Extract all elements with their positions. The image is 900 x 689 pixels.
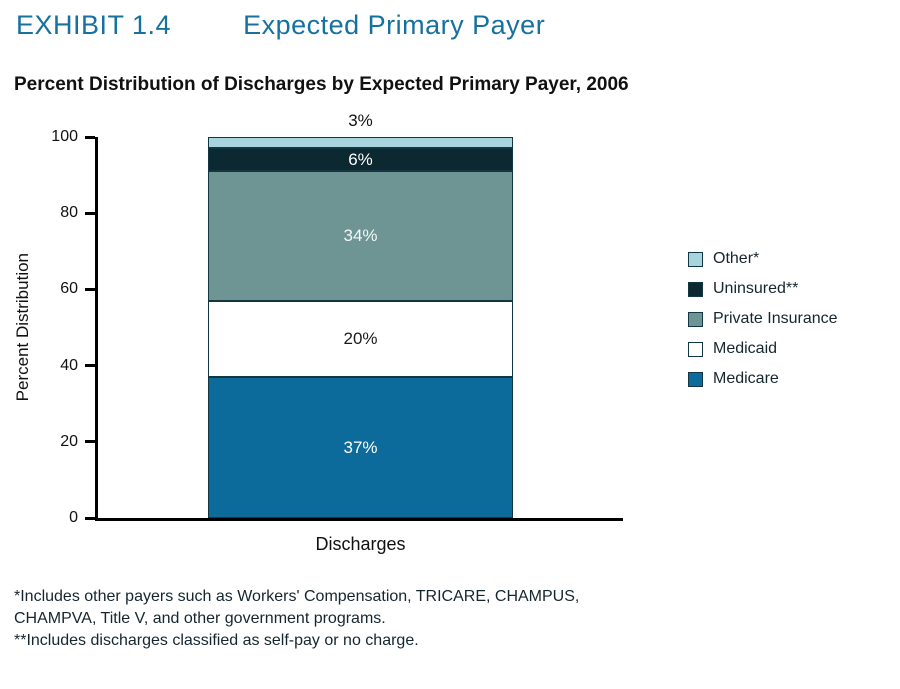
legend-label: Other*	[713, 250, 760, 267]
legend-swatch	[688, 251, 703, 267]
bar-segment-medicare	[208, 377, 513, 518]
y-tick-mark	[85, 516, 95, 520]
y-tick-label: 80	[60, 204, 78, 222]
footnote-line: CHAMPVA, Title V, and other government p…	[14, 610, 386, 627]
x-axis-label: Discharges	[315, 534, 406, 554]
y-tick-mark	[85, 440, 95, 444]
legend-swatch	[688, 371, 703, 387]
bar-segment-other	[208, 137, 513, 149]
legend-item-medicare: Medicare	[688, 370, 838, 388]
y-tick-label: 60	[60, 280, 78, 298]
legend-label: Medicaid	[713, 340, 778, 357]
y-tick-label: 100	[51, 128, 78, 145]
plot-area: 37% 20% 34% 6% 3% Discharges 0 20 40 60 80 100	[51, 111, 623, 554]
y-tick-mark	[85, 287, 95, 291]
footnote-line: *Includes other payers such as Workers' …	[14, 588, 580, 605]
legend-item-private-insurance: Private Insurance	[688, 310, 838, 328]
y-tick-mark	[85, 135, 95, 139]
segment-value-label: 20%	[343, 328, 378, 348]
y-tick-label: 40	[60, 356, 78, 374]
legend-label: Uninsured**	[713, 280, 799, 297]
legend-swatch	[688, 281, 703, 297]
footnotes: *Includes other payers such as Workers' …	[14, 586, 579, 652]
legend-swatch	[688, 341, 703, 357]
y-tick-mark	[85, 211, 95, 215]
segment-value-label: 6%	[348, 149, 373, 169]
segment-value-label: 3%	[348, 111, 373, 130]
exhibit-name: Expected Primary Payer	[243, 10, 546, 40]
y-tick-label: 0	[69, 509, 78, 526]
segment-value-label: 37%	[343, 437, 378, 457]
exhibit-heading: EXHIBIT 1.4 Expected Primary Payer	[16, 10, 545, 41]
y-axis-label: Percent Distribution	[13, 253, 32, 402]
exhibit-label: EXHIBIT 1.4	[16, 10, 172, 40]
footnote-line: **Includes discharges classified as self…	[14, 632, 419, 649]
segment-value-label: 34%	[343, 226, 378, 246]
bar-segment-medicaid	[208, 300, 513, 378]
bar-segment-uninsured	[208, 148, 513, 172]
legend-swatch	[688, 311, 703, 327]
legend-label: Medicare	[713, 370, 779, 387]
y-axis-label-wrap: Percent Distribution	[10, 137, 36, 518]
legend-item-other: Other*	[688, 250, 838, 268]
bar-segment-private-insurance	[208, 171, 513, 301]
legend-item-uninsured: Uninsured**	[688, 280, 838, 298]
legend-label: Private Insurance	[713, 310, 838, 327]
y-tick-mark	[85, 364, 95, 368]
stacked-bar: 37% 20% 34% 6% 3%	[208, 111, 513, 518]
chart-title: Percent Distribution of Discharges by Ex…	[14, 74, 629, 95]
legend: Other* Uninsured** Private Insurance Medica…	[688, 250, 838, 388]
legend-item-medicaid: Medicaid	[688, 340, 838, 358]
y-tick-label: 20	[60, 432, 78, 450]
